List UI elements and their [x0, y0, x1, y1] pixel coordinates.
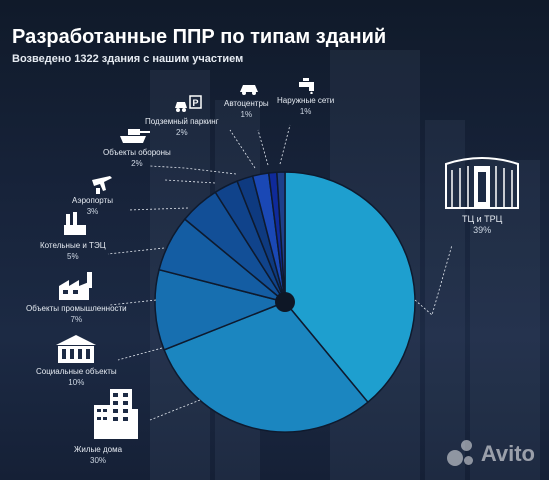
slice-label-parking: Подземный паркинг 2%	[145, 117, 219, 137]
leader-line	[149, 165, 237, 175]
background-building	[470, 160, 540, 480]
slice-label-networks: Наружные сети 1%	[277, 96, 335, 116]
tank-icon	[120, 129, 150, 143]
car-service-icon	[240, 85, 258, 95]
pie-slice	[276, 171, 286, 303]
watermark-text: Avito	[480, 441, 535, 466]
parking-icon: P	[175, 95, 202, 112]
social-building-icon	[56, 335, 96, 363]
boiler-plant-icon	[64, 212, 86, 235]
factory-icon	[59, 272, 92, 300]
leader-line	[149, 399, 201, 421]
svg-text:P: P	[193, 98, 199, 108]
avito-logo-icon	[446, 440, 475, 468]
leader-line	[414, 244, 453, 316]
pie-slice	[284, 171, 416, 404]
leader-line	[164, 179, 216, 184]
slice-label-airports: Аэропорты 3%	[72, 196, 113, 216]
slice-label-residential: Жилые дома 30%	[74, 445, 123, 465]
avito-watermark: Avito	[446, 440, 535, 468]
pie-center-hole	[275, 292, 295, 312]
pie-slice	[163, 301, 369, 433]
slice-label-shopping: ТЦ и ТРЦ 39%	[462, 214, 503, 235]
residential-building-icon	[94, 389, 138, 439]
page-title: Разработанные ППР по типам зданий	[12, 26, 387, 48]
page-subtitle: Возведено 1322 здания с нашим участием	[12, 53, 244, 65]
leader-line	[279, 124, 291, 165]
leader-line	[229, 129, 256, 169]
airport-icon	[92, 176, 112, 194]
slice-label-boiler: Котельные и ТЭЦ 5%	[40, 241, 106, 261]
slice-label-social: Социальные объекты 10%	[36, 367, 117, 387]
slice-label-defense: Объекты обороны 2%	[103, 148, 171, 168]
leader-line	[107, 247, 165, 255]
slice-label-car-centers: Автоцентры 1%	[224, 99, 269, 119]
water-tap-icon	[299, 78, 314, 94]
shopping-center-icon	[445, 157, 519, 209]
pie-slice	[154, 268, 288, 351]
leader-line	[117, 347, 163, 361]
slice-label-industry: Объекты промышленности 7%	[26, 304, 127, 324]
leader-line	[257, 129, 269, 166]
leader-line	[127, 207, 189, 211]
